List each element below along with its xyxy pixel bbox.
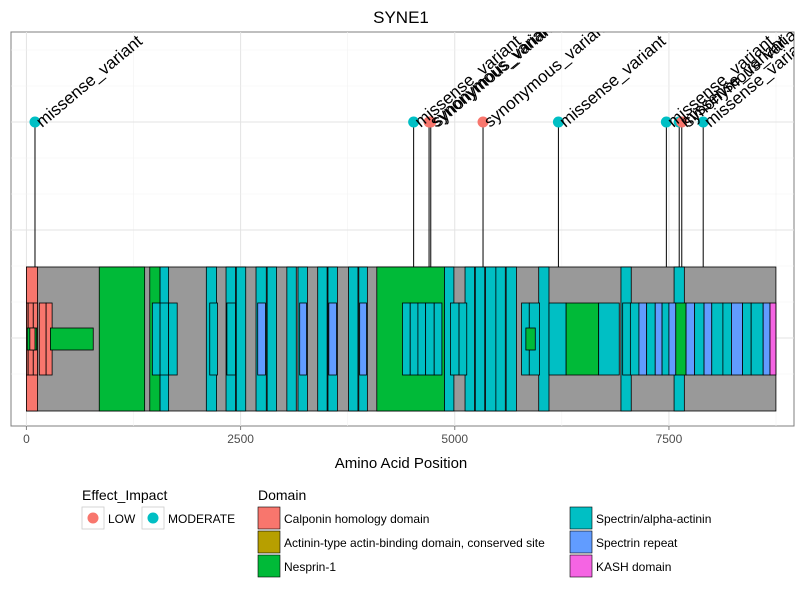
domain-spectrin-repeat	[257, 302, 266, 376]
domain-nesprin-1	[675, 302, 687, 376]
domain-spectrin-alpha-actinin	[433, 302, 443, 376]
legend-domain-label: Nesprin-1	[284, 560, 336, 574]
domain-spectrin-alpha-actinin	[629, 302, 640, 376]
domain-spectrin-repeat	[762, 302, 771, 376]
domain-spectrin-alpha-actinin	[402, 302, 411, 376]
variant-point	[425, 116, 437, 128]
domain-spectrin-alpha-actinin	[450, 302, 460, 376]
legend-domain-swatch	[257, 530, 281, 554]
variant-point	[676, 116, 688, 128]
legend-impact-title: Effect_Impact	[82, 487, 167, 503]
domain-kash-domain	[769, 302, 777, 376]
variant-point	[552, 116, 564, 128]
legend-impact-swatch	[87, 512, 99, 524]
domain-spectrin-alpha-actinin	[646, 302, 656, 376]
domain-spectrin-repeat	[685, 302, 696, 376]
legend-domain-title: Domain	[258, 487, 306, 503]
domain-spectrin-alpha-actinin	[622, 302, 631, 376]
legend-impact-label: LOW	[108, 512, 136, 526]
domain-spectrin-alpha-actinin	[409, 302, 419, 376]
domain-spectrin-alpha-actinin	[266, 266, 277, 412]
domain-spectrin-repeat	[703, 302, 713, 376]
domain-spectrin-alpha-actinin	[286, 266, 297, 412]
legend-domain-swatch	[569, 554, 593, 578]
domain-spectrin-alpha-actinin	[505, 266, 517, 412]
domain-spectrin-repeat	[328, 302, 337, 376]
legend: Effect_Impact LOW MODERATE Domain Calponin h…	[81, 487, 711, 578]
domain-spectrin-alpha-actinin	[598, 302, 620, 376]
x-tick-label: 5000	[441, 432, 468, 446]
x-tick-label: 2500	[227, 432, 254, 446]
domain-spectrin-alpha-actinin	[474, 266, 486, 412]
domain-spectrin-repeat	[731, 302, 743, 376]
legend-domain-label: Spectrin repeat	[596, 536, 678, 550]
legend-domain-swatch	[569, 506, 593, 530]
domain-spectrin-alpha-actinin	[425, 302, 435, 376]
domain-spectrin-alpha-actinin	[151, 302, 161, 376]
variant-point	[29, 116, 41, 128]
domain-spectrin-alpha-actinin	[711, 302, 724, 376]
domain-spectrin-alpha-actinin	[168, 302, 178, 376]
domain-spectrin-alpha-actinin	[417, 302, 427, 376]
variant-point	[477, 116, 489, 128]
legend-domain-swatch	[257, 506, 281, 530]
domain-spectrin-alpha-actinin	[226, 302, 236, 376]
domain-calponin-homology-domain	[38, 302, 47, 376]
x-axis: 0 2500 5000 7500	[23, 426, 683, 446]
domain-track	[26, 266, 777, 412]
legend-domain-label: KASH domain	[596, 560, 671, 574]
legend-impact-label: MODERATE	[168, 512, 235, 526]
domain-spectrin-repeat	[299, 302, 307, 376]
variant-point	[697, 116, 709, 128]
x-axis-label: Amino Acid Position	[335, 455, 468, 472]
domain-spectrin-repeat	[638, 302, 648, 376]
domain-spectrin-alpha-actinin	[495, 266, 506, 412]
domain-calponin-homology-domain	[29, 327, 36, 351]
domain-nesprin-1	[98, 266, 146, 412]
domain-spectrin-alpha-actinin	[661, 302, 670, 376]
x-tick-label: 0	[23, 432, 30, 446]
variant-point	[408, 116, 420, 128]
x-tick-label: 7500	[656, 432, 683, 446]
legend-domain-swatch	[569, 530, 593, 554]
domain-spectrin-alpha-actinin	[317, 266, 328, 412]
domain-spectrin-alpha-actinin	[348, 266, 359, 412]
legend-impact-swatch	[147, 512, 159, 524]
domain-spectrin-alpha-actinin	[750, 302, 764, 376]
domain-spectrin-alpha-actinin	[742, 302, 752, 376]
domain-spectrin-alpha-actinin	[548, 302, 567, 376]
domain-spectrin-alpha-actinin	[458, 302, 468, 376]
domain-spectrin-alpha-actinin	[209, 302, 218, 376]
plot-panel: missense_variant missense_variantsynonymo…	[10, 31, 795, 427]
domain-spectrin-alpha-actinin	[485, 266, 497, 412]
legend-domain-label: Spectrin/alpha-actinin	[596, 512, 711, 526]
legend-domain-swatch	[257, 554, 281, 578]
domain-spectrin-repeat	[668, 302, 677, 376]
domain-spectrin-repeat	[654, 302, 663, 376]
domain-spectrin-alpha-actinin	[538, 266, 550, 412]
variant-lollipops	[29, 116, 709, 267]
domain-spectrin-repeat	[359, 302, 367, 376]
legend-domain-label: Actinin-type actin-binding domain, conse…	[284, 536, 545, 550]
domain-spectrin-alpha-actinin	[235, 266, 247, 412]
domain-nesprin-1	[565, 302, 600, 376]
domain-spectrin-alpha-actinin	[159, 302, 170, 376]
domain-spectrin-alpha-actinin	[722, 302, 732, 376]
variant-point	[660, 116, 672, 128]
legend-domain-label: Calponin homology domain	[284, 512, 429, 526]
domain-nesprin-1	[525, 327, 536, 351]
domain-nesprin-1	[50, 327, 94, 351]
domain-spectrin-alpha-actinin	[694, 302, 705, 376]
chart-title: SYNE1	[373, 8, 429, 27]
